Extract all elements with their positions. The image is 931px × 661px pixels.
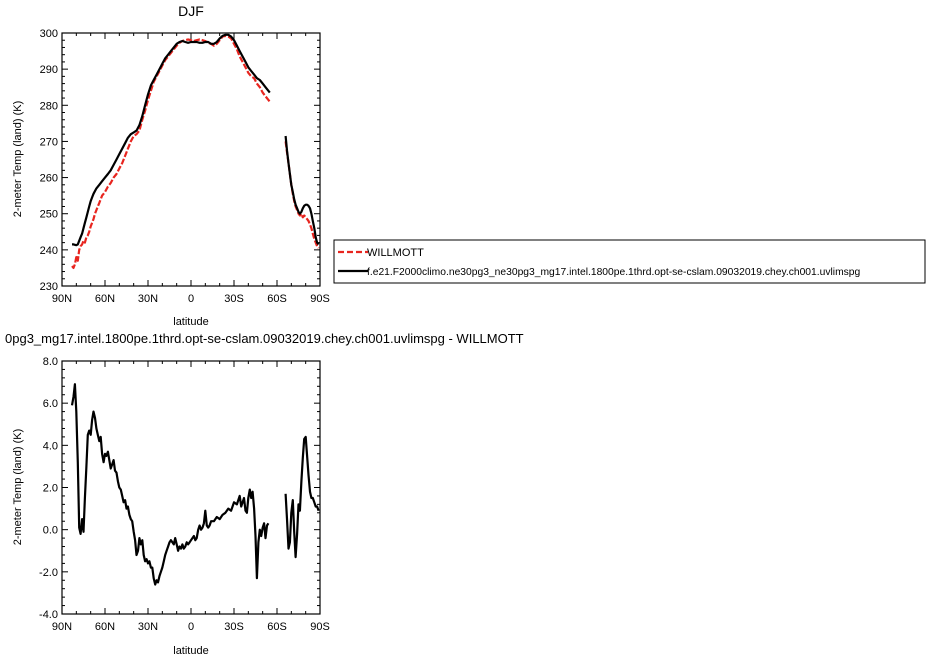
y-tick-label: 0.0: [43, 525, 58, 537]
x-tick-label: 60N: [95, 293, 115, 305]
y-tick-label: 6.0: [43, 398, 58, 410]
top-axis-ticks: [61, 32, 321, 287]
bottom-x-axis-label: latitude: [173, 645, 208, 657]
y-tick-label: 270: [40, 136, 58, 148]
y-tick-label: 240: [40, 245, 58, 257]
x-tick-label: 30S: [224, 621, 244, 633]
x-tick-label: 0: [188, 621, 194, 633]
bottom-x-tick-labels: 90N 60N 30N 0 30S 60S 90S: [52, 621, 330, 633]
y-tick-label: 250: [40, 209, 58, 221]
top-y-tick-labels: 230 240 250 260 270 280 290 300: [40, 28, 58, 293]
y-tick-label: 230: [40, 281, 58, 293]
y-tick-label: 8.0: [43, 356, 58, 368]
top-y-axis-label: 2-meter Temp (land) (K): [12, 101, 24, 218]
y-tick-label: 2.0: [43, 483, 58, 495]
x-tick-label: 60N: [95, 621, 115, 633]
x-tick-label: 30N: [138, 621, 158, 633]
y-tick-label: 260: [40, 173, 58, 185]
x-tick-label: 30S: [224, 293, 244, 305]
x-tick-label: 60S: [267, 621, 287, 633]
bottom-y-tick-labels: -4.0 -2.0 0.0 2.0 4.0 6.0 8.0: [39, 356, 58, 621]
x-tick-label: 90N: [52, 293, 72, 305]
top-series-1-line-segment-0: [72, 33, 271, 247]
bottom-plot-frame: [61, 360, 321, 615]
top-chart-title: DJF: [178, 3, 204, 19]
x-tick-label: 0: [188, 293, 194, 305]
x-tick-label: 90N: [52, 621, 72, 633]
bottom-series-0-line-segment-0: [70, 383, 270, 586]
y-tick-label: 290: [40, 64, 58, 76]
top-x-tick-labels: 90N 60N 30N 0 30S 60S 90S: [52, 293, 330, 305]
top-plot-frame: [61, 32, 321, 287]
top-series-group: [71, 33, 320, 269]
bottom-series-group: [70, 383, 320, 586]
x-tick-label: 90S: [310, 293, 330, 305]
bottom-chart: 0pg3_mg17.intel.1800pe.1thrd.opt-se-csla…: [5, 331, 524, 657]
y-tick-label: -2.0: [39, 567, 58, 579]
x-tick-label: 30N: [138, 293, 158, 305]
bottom-y-axis-label: 2-meter Temp (land) (K): [12, 429, 24, 546]
top-x-axis-label: latitude: [173, 316, 208, 328]
top-chart: DJF 90N 60N 30N 0 30S 60S 90S 2302402502602702…: [12, 3, 330, 328]
bottom-chart-title: 0pg3_mg17.intel.1800pe.1thrd.opt-se-csla…: [5, 331, 524, 346]
bottom-series-0-line-segment-1: [284, 435, 320, 559]
legend-label-model: f.e21.F2000climo.ne30pg3_ne30pg3_mg17.in…: [367, 267, 861, 278]
bottom-axis-ticks: [61, 360, 321, 615]
y-tick-label: 300: [40, 28, 58, 40]
legend-label-willmott: WILLMOTT: [367, 247, 424, 259]
y-tick-label: -4.0: [39, 609, 58, 621]
top-series-0-line-segment-0: [71, 34, 271, 269]
y-tick-label: 4.0: [43, 440, 58, 452]
x-tick-label: 90S: [310, 621, 330, 633]
legend-frame: [333, 239, 926, 284]
top-series-0-line-segment-1: [284, 141, 320, 249]
x-tick-label: 60S: [267, 293, 287, 305]
legend: WILLMOTT f.e21.F2000climo.ne30pg3_ne30pg…: [333, 239, 926, 284]
y-tick-label: 280: [40, 100, 58, 112]
top-series-1-line-segment-1: [284, 135, 320, 246]
